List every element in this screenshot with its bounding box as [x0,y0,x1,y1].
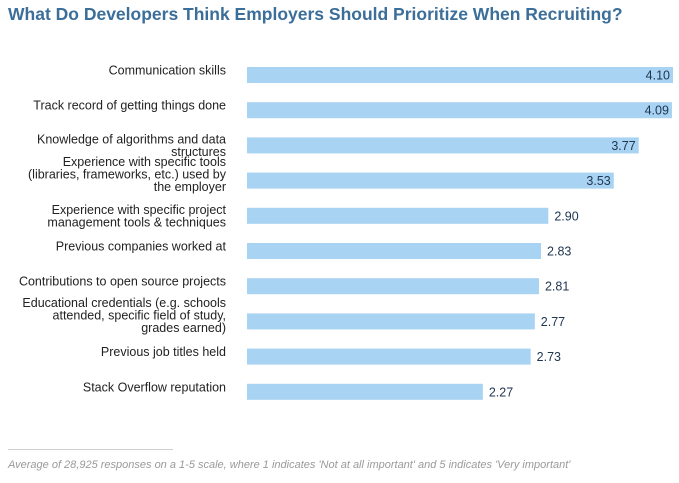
category-label-line: Experience with specific project [52,203,227,217]
category-label-line: Previous job titles held [101,345,226,359]
category-label-line: Communication skills [109,64,226,78]
value-label-8: 2.73 [537,350,561,364]
bar-8 [247,348,531,365]
bar-chart: 4.10 Communication skills 4.09 Track record… [19,64,673,400]
category-label-5: Previous companies worked at [56,240,227,254]
category-label-line: Previous companies worked at [56,240,227,254]
bar-4 [247,207,549,224]
category-label-2: Knowledge of algorithms and data structur… [37,132,226,159]
value-label-3: 3.53 [586,174,610,188]
value-label-9: 2.27 [489,385,513,399]
value-label-2: 3.77 [611,139,635,153]
category-label-line: Knowledge of algorithms and data [37,132,226,146]
category-label-line: Track record of getting things done [33,99,226,113]
category-label-0: Communication skills [109,64,226,78]
value-label-6: 2.81 [545,280,569,294]
category-label-3: Experience with specific tools (libraries… [28,155,227,194]
category-label-7: Educational credentials (e.g. schools att… [22,296,226,335]
category-label-line: management tools & techniques [47,215,226,229]
footnote-divider [8,449,173,450]
bar-1 [247,102,672,119]
category-label-line: (libraries, frameworks, etc.) used by [28,168,227,182]
bar-6 [247,278,539,295]
category-label-line: Contributions to open source projects [19,275,226,289]
chart-title: What Do Developers Think Employers Shoul… [8,4,623,24]
category-label-line: structures [171,145,226,159]
value-label-5: 2.83 [547,245,571,259]
category-label-4: Experience with specific project manageme… [47,203,226,230]
category-label-6: Contributions to open source projects [19,275,226,289]
category-label-line: the employer [154,180,226,194]
category-label-line: grades earned) [141,321,226,335]
category-label-line: Educational credentials (e.g. schools [22,296,226,310]
value-label-4: 2.90 [554,209,578,223]
bar-5 [247,243,542,259]
value-label-1: 4.09 [645,104,669,118]
value-label-7: 2.77 [541,315,565,329]
bar-9 [247,383,483,400]
value-label-0: 4.10 [646,69,670,83]
category-label-line: attended, specific field of study, [53,308,226,322]
footnote: Average of 28,925 responses on a 1-5 sca… [8,459,571,471]
bar-2 [247,137,639,154]
bar-7 [247,313,535,330]
category-label-8: Previous job titles held [101,345,226,359]
category-label-line: Experience with specific tools [63,155,226,169]
category-label-line: Stack Overflow reputation [83,380,226,394]
bar-0 [247,67,673,83]
category-label-1: Track record of getting things done [33,99,226,113]
bar-3 [247,172,614,189]
category-label-9: Stack Overflow reputation [83,380,226,394]
